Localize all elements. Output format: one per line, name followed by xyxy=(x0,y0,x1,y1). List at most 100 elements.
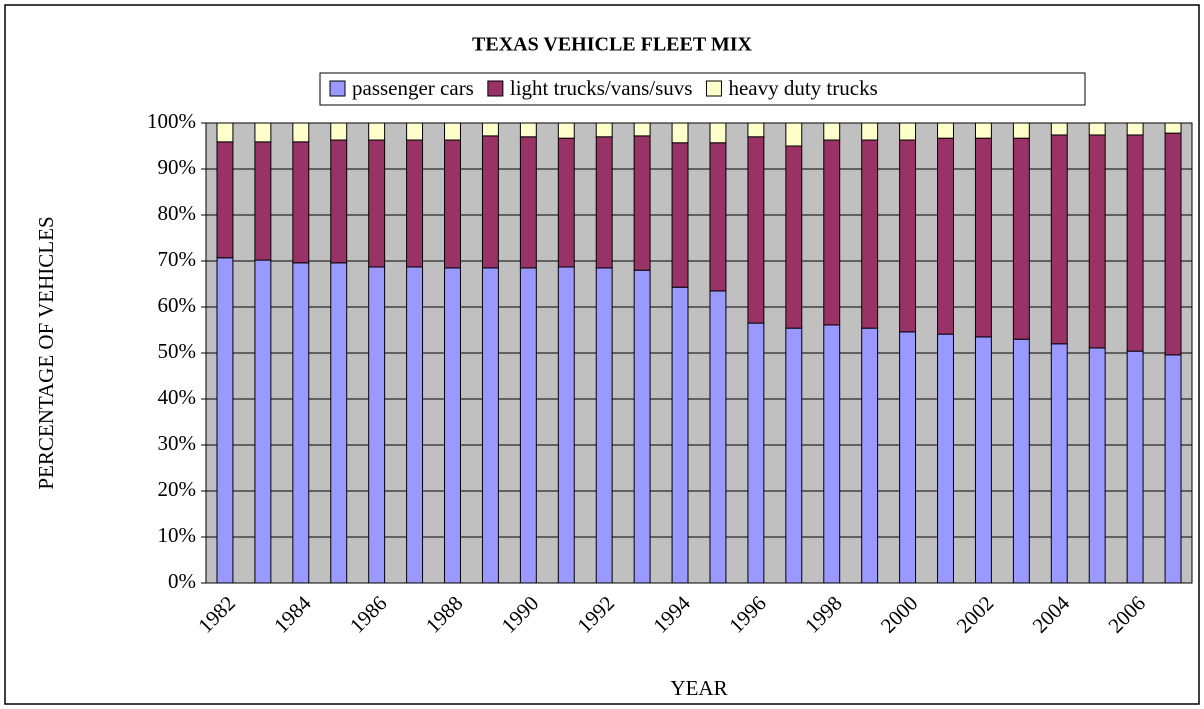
bar-segment xyxy=(406,139,424,268)
bar-segment xyxy=(823,324,841,584)
bar-segment xyxy=(481,267,499,584)
bar-segment xyxy=(861,122,879,141)
y-tick-label: 30% xyxy=(158,431,197,455)
bar-segment xyxy=(595,122,613,138)
legend-swatch xyxy=(487,80,504,97)
chart-title: TEXAS VEHICLE FLEET MIX xyxy=(472,34,752,56)
bar-segment xyxy=(785,122,803,147)
bar-segment xyxy=(1050,343,1068,584)
bar-segment xyxy=(1126,350,1144,584)
bar-segment xyxy=(937,122,954,139)
bar-segment xyxy=(1012,122,1030,139)
bar-segment xyxy=(519,122,537,138)
bar-segment xyxy=(709,290,727,584)
bar-segment xyxy=(406,266,424,584)
legend-label: heavy duty trucks xyxy=(728,76,877,100)
bar-segment xyxy=(292,262,310,584)
bar-segment xyxy=(1050,134,1068,345)
bar-segment xyxy=(633,122,651,137)
bar-segment xyxy=(861,327,879,584)
bar-segment xyxy=(557,266,575,584)
bar-segment xyxy=(747,136,765,324)
bar-segment xyxy=(444,267,461,584)
bar-segment xyxy=(747,122,765,138)
bar-segment xyxy=(1164,132,1182,356)
bar-segment xyxy=(937,333,954,584)
legend: passenger cars light trucks/vans/suvs heav… xyxy=(319,72,1086,106)
bar-segment xyxy=(444,122,461,141)
legend-swatch xyxy=(329,80,346,97)
bar-segment xyxy=(519,267,537,584)
bar-segment xyxy=(481,122,499,137)
x-axis-label: YEAR xyxy=(670,676,727,700)
bar-segment xyxy=(406,122,424,141)
bar-segment xyxy=(899,139,917,333)
bar-segment xyxy=(330,262,348,584)
y-tick-label: 50% xyxy=(158,339,197,363)
bar-segment xyxy=(216,257,234,584)
bar-segment xyxy=(330,139,348,264)
bar-segment xyxy=(254,259,272,584)
bar-segment xyxy=(1088,122,1106,136)
bar-segment xyxy=(292,122,310,143)
bar-segment xyxy=(557,137,575,268)
bar-segment xyxy=(519,136,537,269)
bar-segment xyxy=(823,139,841,326)
bar-segment xyxy=(216,122,234,143)
bar-segment xyxy=(1050,122,1068,136)
bar-segment xyxy=(1012,338,1030,584)
bar-segment xyxy=(292,141,310,264)
bar-segment xyxy=(216,141,234,259)
bar-segment xyxy=(747,322,765,584)
bar-segment xyxy=(633,135,651,271)
bar-segment xyxy=(633,269,651,584)
bar-segment xyxy=(368,122,386,141)
bar-segment xyxy=(595,267,613,584)
bar-segment xyxy=(974,137,992,338)
bar-segment xyxy=(368,139,386,268)
legend-label: passenger cars xyxy=(352,76,474,100)
bar-segment xyxy=(254,122,272,143)
y-axis-label: PERCENTAGE OF VEHICLES xyxy=(34,216,58,489)
bar-segment xyxy=(1126,134,1144,352)
legend-swatch xyxy=(705,80,722,97)
bar-segment xyxy=(1012,137,1030,340)
legend-box xyxy=(319,72,1086,106)
y-tick-label: 70% xyxy=(158,247,197,271)
y-tick-label: 60% xyxy=(158,293,197,317)
bar-segment xyxy=(785,145,803,329)
bar-segment xyxy=(1088,134,1106,349)
legend-label: light trucks/vans/suvs xyxy=(510,76,693,100)
y-tick-label: 80% xyxy=(158,201,197,225)
bar-segment xyxy=(481,135,499,269)
bar-segment xyxy=(557,122,575,139)
bar-segment xyxy=(974,122,992,139)
bar-segment xyxy=(1126,122,1144,136)
bar-segment xyxy=(974,336,992,584)
bar-segment xyxy=(1164,122,1182,134)
bar-segment xyxy=(254,141,272,261)
bar-segment xyxy=(709,122,727,144)
y-tick-label: 10% xyxy=(158,523,197,547)
y-tick-label: 40% xyxy=(158,385,197,409)
bar-segment xyxy=(444,139,461,269)
bar-segment xyxy=(709,142,727,292)
bar-segment xyxy=(861,139,879,329)
bar-segment xyxy=(823,122,841,141)
bar-segment xyxy=(671,286,689,584)
y-tick-label: 0% xyxy=(168,569,196,593)
bar-segment xyxy=(595,136,613,269)
y-tick-label: 100% xyxy=(147,109,196,133)
bar-segment xyxy=(899,122,917,141)
bar-segment xyxy=(785,327,803,584)
y-tick-label: 20% xyxy=(158,477,197,501)
bar-segment xyxy=(1088,347,1106,584)
bar-segment xyxy=(937,137,954,335)
bar-segment xyxy=(671,142,689,288)
bar-segment xyxy=(330,122,348,141)
bar-segment xyxy=(368,266,386,584)
bar-segment xyxy=(671,122,689,144)
bar-segment xyxy=(1164,354,1182,584)
y-tick-label: 90% xyxy=(158,155,197,179)
